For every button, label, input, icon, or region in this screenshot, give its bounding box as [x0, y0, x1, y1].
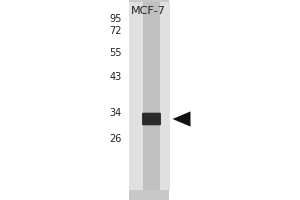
Bar: [129, 2, 170, 190]
Bar: [169, 0, 300, 200]
Text: 34: 34: [109, 108, 122, 118]
Text: 72: 72: [109, 26, 122, 36]
Bar: [143, 2, 160, 190]
Bar: [0, 0, 129, 200]
Text: 26: 26: [109, 134, 122, 144]
Text: 43: 43: [109, 72, 122, 82]
Text: 95: 95: [109, 14, 122, 24]
Polygon shape: [172, 111, 190, 127]
Text: 55: 55: [109, 48, 122, 58]
FancyBboxPatch shape: [142, 113, 161, 125]
Text: MCF-7: MCF-7: [131, 6, 166, 16]
